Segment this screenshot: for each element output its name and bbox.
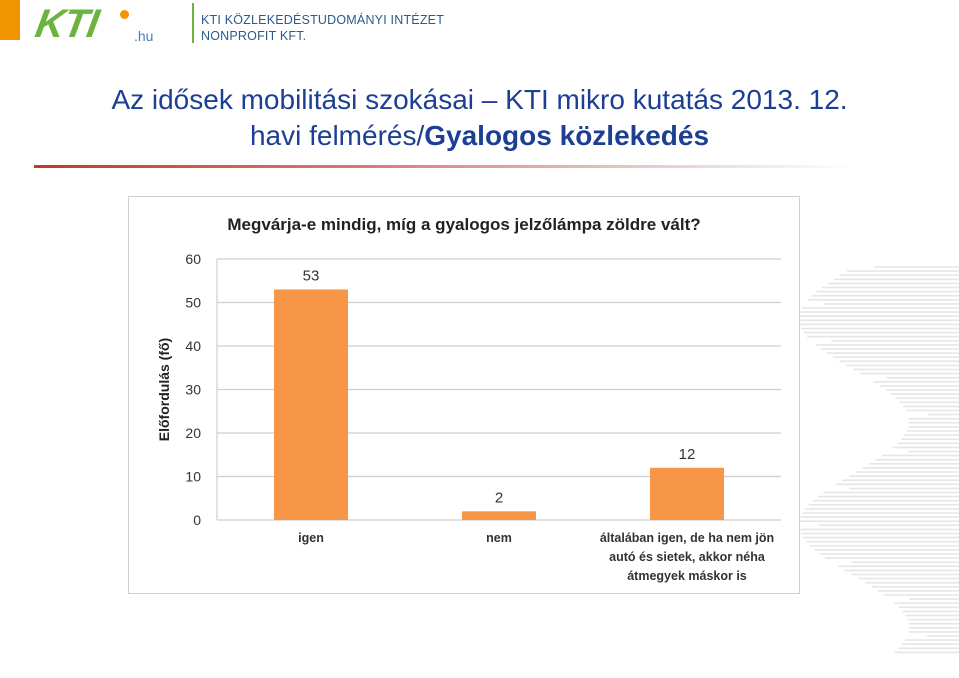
logo-text: KTI bbox=[32, 2, 102, 46]
bar bbox=[462, 511, 536, 520]
bar bbox=[650, 467, 724, 520]
y-tick-label: 10 bbox=[185, 469, 201, 485]
y-tick-label: 0 bbox=[193, 512, 201, 528]
decorative-stripes bbox=[799, 266, 959, 654]
header-divider bbox=[192, 3, 194, 43]
title-underline bbox=[34, 165, 854, 168]
y-tick-label: 40 bbox=[185, 338, 201, 354]
title-line-2-bold: Gyalogos közlekedés bbox=[424, 120, 710, 151]
x-tick-label: autó és sietek, akkor néha bbox=[609, 550, 766, 564]
x-tick-label: nem bbox=[486, 531, 512, 545]
chart-container: Megvárja-e mindig, míg a gyalogos jelzől… bbox=[128, 196, 800, 594]
bar-chart: 0 10 20 30 40 50 60 Előfordulás (fő) 53 igen 2 nem 1… bbox=[156, 251, 781, 583]
y-tick-label: 50 bbox=[185, 295, 201, 311]
title-line-1: Az idősek mobilitási szokásai – KTI mikr… bbox=[111, 84, 848, 115]
slide-title: Az idősek mobilitási szokásai – KTI mikr… bbox=[0, 82, 959, 154]
bar bbox=[274, 289, 348, 520]
data-label: 53 bbox=[303, 267, 320, 284]
x-tick-label: igen bbox=[298, 531, 324, 545]
title-line-2-prefix: havi felmérés/ bbox=[249, 120, 425, 151]
y-tick-label: 20 bbox=[185, 425, 201, 441]
title-line-2: havi felmérés/Gyalogos közlekedés bbox=[0, 118, 959, 154]
x-tick-label: általában igen, de ha nem jön bbox=[600, 531, 774, 545]
accent-bar bbox=[0, 0, 20, 40]
kti-logo[interactable]: KTI .hu bbox=[32, 2, 186, 46]
y-axis-label: Előfordulás (fő) bbox=[156, 338, 172, 441]
x-tick-label: átmegyek máskor is bbox=[627, 569, 747, 583]
y-tick-label: 60 bbox=[185, 251, 201, 267]
org-line-1: KTI KÖZLEKEDÉSTUDOMÁNYI INTÉZET bbox=[201, 13, 445, 27]
y-tick-label: 30 bbox=[185, 382, 201, 398]
logo-suffix: .hu bbox=[134, 28, 154, 44]
data-label: 12 bbox=[679, 446, 696, 463]
data-label: 2 bbox=[495, 489, 503, 506]
chart-title: Megvárja-e mindig, míg a gyalogos jelzől… bbox=[227, 215, 701, 234]
logo-dot bbox=[120, 10, 129, 19]
org-line-2: NONPROFIT KFT. bbox=[201, 29, 307, 43]
organization-name: KTI KÖZLEKEDÉSTUDOMÁNYI INTÉZET NONPROFI… bbox=[201, 12, 444, 44]
